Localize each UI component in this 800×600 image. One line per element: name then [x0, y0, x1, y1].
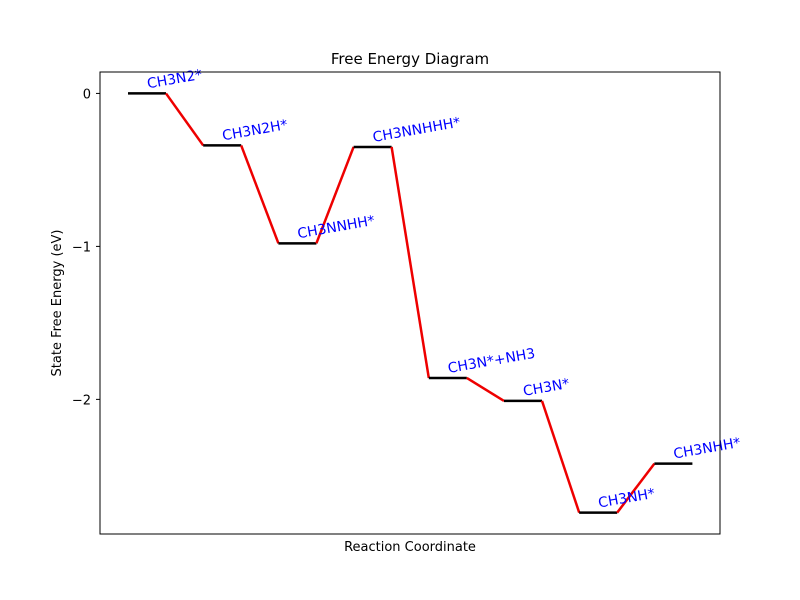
connector-line: [164, 92, 205, 147]
y-tick-label: −1: [72, 240, 91, 255]
y-axis-label: State Free Energy (eV): [50, 230, 65, 377]
y-tick-label: −2: [72, 393, 91, 408]
plot-frame: [99, 71, 721, 535]
connector-line: [390, 146, 431, 379]
connector-line: [540, 400, 581, 513]
y-axis-ticks: 0 −1 −2: [72, 87, 100, 408]
y-tick-label: 0: [83, 87, 91, 102]
state-label: CH3N*: [522, 376, 571, 400]
connector-line: [616, 462, 656, 514]
connector-line: [240, 144, 280, 244]
x-axis-label: Reaction Coordinate: [344, 540, 476, 555]
chart-marks: [128, 92, 693, 514]
connector-line: [315, 146, 355, 244]
chart-title: Free Energy Diagram: [331, 50, 489, 68]
connector-line: [466, 376, 505, 402]
